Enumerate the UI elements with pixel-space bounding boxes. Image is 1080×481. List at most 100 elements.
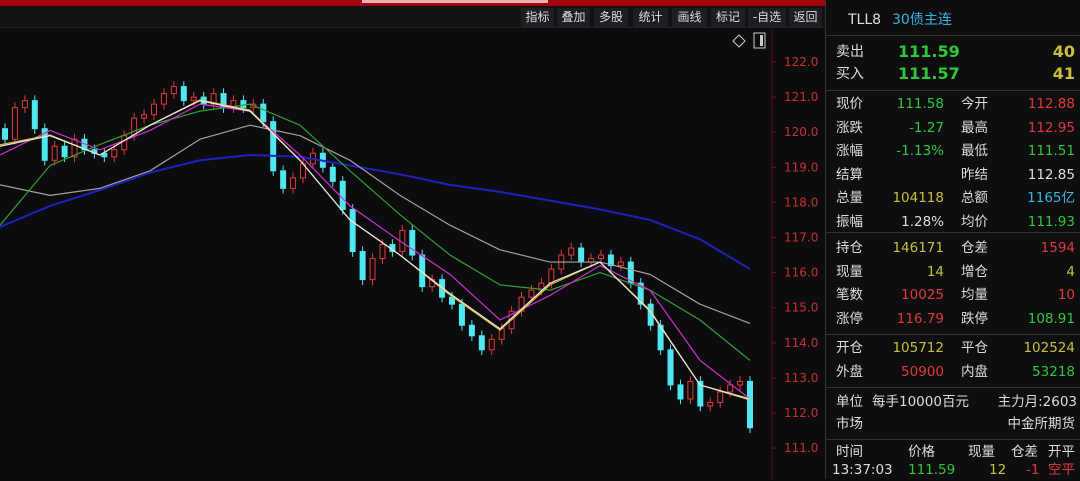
- candle[interactable]: [230, 95, 237, 113]
- candle[interactable]: [747, 376, 753, 434]
- multi-stock-button[interactable]: 多股: [594, 8, 628, 27]
- candle[interactable]: [349, 204, 356, 257]
- candle[interactable]: [270, 116, 277, 177]
- candle[interactable]: [71, 133, 78, 163]
- candle[interactable]: [180, 81, 187, 106]
- title-bar-tab[interactable]: [362, 0, 548, 3]
- field-value: 10: [1057, 287, 1075, 303]
- candle-body: [677, 384, 684, 400]
- candle[interactable]: [707, 397, 714, 412]
- candle-body: [280, 170, 287, 189]
- candle[interactable]: [737, 376, 744, 391]
- candle[interactable]: [409, 225, 416, 261]
- field-value: 146171: [892, 240, 944, 256]
- position-row: 现量 14 增仓 4: [826, 261, 1080, 283]
- instrument-code: TLL8: [848, 12, 882, 28]
- candle-body: [210, 93, 217, 105]
- candle[interactable]: [51, 140, 58, 166]
- candle-body: [170, 86, 177, 95]
- candlestick-chart[interactable]: 122.0 121.0 120.0 119.0 118.0 117.0 116.0 115.0…: [0, 28, 825, 479]
- candle[interactable]: [141, 109, 148, 124]
- statistics-button[interactable]: 统计: [633, 8, 668, 27]
- quote-row: 振幅 1.28% 均价 111.93: [826, 211, 1080, 233]
- candle[interactable]: [617, 256, 624, 271]
- candle[interactable]: [578, 242, 585, 268]
- indicator-button[interactable]: 指标: [521, 8, 554, 27]
- candle[interactable]: [677, 379, 684, 405]
- quote-row: 现价 111.58 今开 112.88: [826, 93, 1080, 115]
- candle-body: [121, 135, 128, 151]
- field-value: 4: [1066, 263, 1075, 280]
- candle-body: [349, 208, 356, 253]
- field-value: 105712: [892, 340, 944, 356]
- candle[interactable]: [429, 274, 436, 292]
- candle[interactable]: [101, 147, 108, 163]
- candle[interactable]: [687, 376, 694, 405]
- candle-body: [101, 152, 108, 158]
- candle[interactable]: [11, 102, 18, 145]
- candle-body: [528, 289, 535, 298]
- candle[interactable]: [21, 95, 28, 113]
- field-label: 总额: [961, 190, 988, 206]
- candle[interactable]: [111, 144, 118, 163]
- draw-line-button[interactable]: 画线: [672, 8, 707, 27]
- moving-average-line: [0, 154, 751, 270]
- overlay-button[interactable]: 叠加: [557, 8, 590, 27]
- candle[interactable]: [458, 298, 465, 331]
- candle[interactable]: [2, 123, 8, 145]
- bid-price: 111.57: [898, 64, 960, 83]
- y-tick-label: 122.0: [784, 55, 818, 69]
- candle[interactable]: [488, 334, 495, 356]
- field-value: 53218: [1032, 363, 1075, 380]
- y-tick-label: 115.0: [784, 301, 818, 315]
- tick-row[interactable]: 13:37:03 111.59 12 -1 空平: [826, 459, 1080, 481]
- candle[interactable]: [220, 88, 227, 113]
- candle-body: [747, 380, 753, 429]
- candle[interactable]: [290, 172, 297, 194]
- candle[interactable]: [151, 98, 157, 120]
- candle-body: [240, 100, 247, 109]
- mark-button[interactable]: 标记: [711, 8, 745, 27]
- y-tick-label: 116.0: [784, 266, 818, 280]
- candle[interactable]: [359, 246, 366, 285]
- candle-body: [687, 380, 694, 400]
- candle-body: [270, 121, 277, 172]
- candle-body: [21, 100, 28, 109]
- moving-average-line: [0, 124, 751, 325]
- tick-price: 111.59: [908, 462, 956, 478]
- panel-toggle-icon[interactable]: [753, 32, 766, 49]
- candle[interactable]: [61, 140, 68, 163]
- candle[interactable]: [697, 376, 704, 412]
- candle[interactable]: [280, 165, 287, 194]
- candle[interactable]: [468, 319, 475, 342]
- candle[interactable]: [329, 162, 336, 187]
- field-value: 1.28%: [901, 213, 944, 230]
- candle-body: [468, 324, 475, 337]
- field-value: 50900: [901, 363, 944, 380]
- candle[interactable]: [41, 123, 48, 166]
- candle[interactable]: [607, 249, 614, 271]
- field-label: 今开: [961, 96, 988, 112]
- candle[interactable]: [667, 344, 674, 391]
- remove-watchlist-button[interactable]: -自选: [748, 8, 786, 27]
- tick-oi-change: -1: [1026, 462, 1040, 478]
- back-button[interactable]: 返回: [789, 8, 822, 27]
- field-label: 现量: [836, 263, 863, 280]
- ask-row[interactable]: 卖出 111.59 40: [826, 41, 1080, 63]
- candle[interactable]: [478, 330, 485, 356]
- candle[interactable]: [160, 88, 167, 110]
- field-label: 振幅: [836, 213, 863, 230]
- candle[interactable]: [31, 95, 38, 134]
- field-label: 最高: [961, 119, 988, 136]
- candle[interactable]: [170, 81, 177, 99]
- candle[interactable]: [369, 253, 376, 285]
- candle[interactable]: [637, 277, 644, 310]
- candle[interactable]: [568, 242, 575, 261]
- bid-row[interactable]: 买入 111.57 41: [826, 63, 1080, 85]
- moving-average-line: [0, 103, 751, 400]
- candle[interactable]: [598, 249, 604, 264]
- candle-body: [717, 391, 724, 403]
- diamond-icon[interactable]: [732, 34, 746, 48]
- field-value: 14: [926, 263, 944, 280]
- field-label: 平仓: [961, 340, 988, 356]
